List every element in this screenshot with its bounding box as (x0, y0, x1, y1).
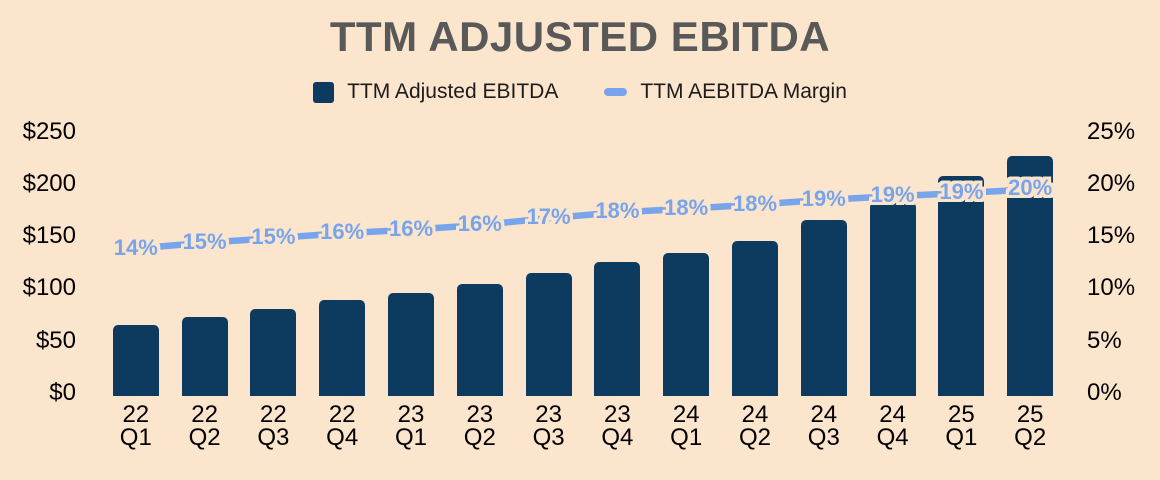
ebitda-bar-24-q2 (732, 241, 778, 396)
right-axis-tick-label: 15% (1087, 222, 1136, 250)
ebitda-bar-25-q1 (938, 176, 985, 396)
ebitda-bar-22-q3 (250, 309, 297, 396)
margin-data-label-22-q1: 14% (113, 234, 158, 260)
x-axis-label-22-q3: 22 Q3 (257, 401, 290, 451)
ebitda-bar-22-q4 (319, 299, 366, 396)
margin-data-label-24-q3: 19% (801, 185, 846, 211)
x-axis-label-24-q4: 24 Q4 (876, 401, 909, 451)
right-axis-tick-label: 25% (1087, 117, 1136, 145)
x-axis-label-22-q4: 22 Q4 (326, 401, 359, 451)
ebitda-bar-23-q4 (594, 262, 641, 396)
ebitda-bar-23-q2 (456, 284, 503, 396)
x-axis-label-23-q3: 23 Q3 (532, 401, 565, 451)
legend-item-ebitda: TTM Adjusted EBITDA (313, 80, 558, 104)
legend: TTM Adjusted EBITDA TTM AEBITDA Margin (0, 76, 1160, 108)
margin-series-swatch (604, 88, 628, 96)
x-axis-label-24-q3: 24 Q3 (807, 401, 840, 451)
margin-data-label-24-q2: 18% (732, 190, 778, 216)
left-axis-tick-label: $0 (49, 379, 76, 406)
ebitda-bar-22-q2 (181, 316, 228, 396)
legend-label-margin: TTM AEBITDA Margin (640, 80, 847, 103)
left-axis-tick-label: $100 (22, 274, 76, 302)
ebitda-bar-24-q3 (800, 220, 847, 396)
right-axis-tick-label: 0% (1087, 379, 1122, 406)
right-axis-tick-label: 5% (1087, 326, 1122, 354)
ebitda-bar-24-q4 (869, 202, 916, 396)
left-axis-tick-label: $200 (22, 169, 76, 197)
chart-title: TTM ADJUSTED EBITDA (329, 13, 831, 60)
x-axis-label-25-q2: 25 Q2 (1014, 401, 1047, 451)
margin-data-label-23-q1: 16% (388, 215, 434, 241)
x-axis-label-22-q1: 22 Q1 (119, 401, 152, 451)
x-axis-label-24-q1: 24 Q1 (670, 401, 703, 451)
margin-data-label-24-q4: 19% (870, 182, 915, 208)
x-axis-label-23-q1: 23 Q1 (394, 401, 427, 451)
x-axis-label-23-q4: 23 Q4 (601, 401, 634, 451)
margin-data-label-22-q3: 15% (251, 224, 296, 250)
legend-label-ebitda: TTM Adjusted EBITDA (347, 80, 559, 103)
x-axis-label-22-q2: 22 Q2 (188, 401, 221, 451)
margin-data-label-24-q1: 18% (664, 194, 709, 220)
ebitda-bar-24-q1 (663, 252, 710, 396)
left-axis-tick-label: $150 (22, 222, 76, 250)
ebitda-series-swatch (313, 81, 335, 103)
x-axis-label-25-q1: 25 Q1 (945, 401, 978, 451)
x-axis-label-23-q2: 23 Q2 (463, 401, 496, 451)
ebitda-bar-22-q1 (112, 324, 159, 396)
left-axis-tick-label: $250 (22, 117, 76, 145)
margin-data-label-25-q2: 20% (1008, 175, 1053, 201)
right-axis-tick-label: 10% (1087, 274, 1136, 302)
margin-data-label-25-q1: 19% (939, 179, 984, 205)
ebitda-bar-23-q3 (525, 272, 572, 396)
margin-data-label-22-q2: 15% (182, 228, 227, 254)
margin-data-label-23-q3: 17% (526, 204, 571, 230)
margin-data-label-23-q2: 16% (457, 210, 502, 236)
margin-data-label-22-q4: 16% (320, 219, 365, 245)
margin-data-label-23-q4: 18% (595, 198, 640, 224)
legend-item-margin: TTM AEBITDA Margin (604, 80, 847, 104)
x-axis-label-24-q2: 24 Q2 (738, 401, 771, 451)
left-axis-tick-label: $50 (35, 326, 76, 354)
ebitda-bar-23-q1 (388, 293, 434, 396)
right-axis-tick-label: 20% (1087, 169, 1136, 197)
